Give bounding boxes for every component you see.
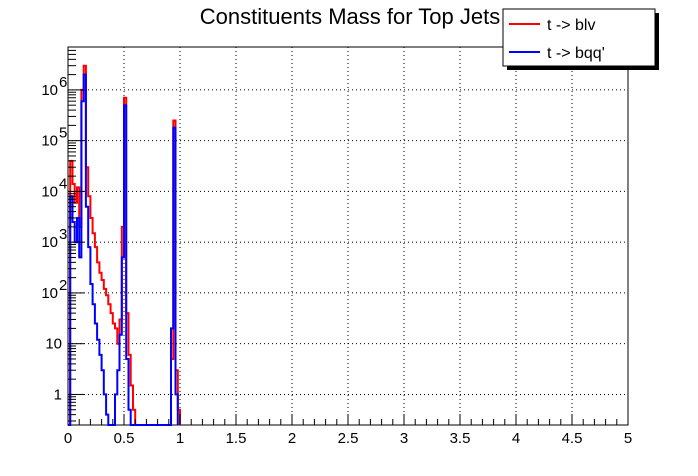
y-tick-label: 10 bbox=[41, 285, 58, 302]
x-tick-label: 2.5 bbox=[338, 430, 359, 447]
x-tick-label: 0.5 bbox=[114, 430, 135, 447]
grid-lines bbox=[68, 47, 628, 425]
y-tick-label: 1 bbox=[54, 386, 62, 403]
series-layer bbox=[68, 64, 181, 426]
y-tick-label: 10 bbox=[41, 234, 58, 251]
y-tick-exponent: 2 bbox=[59, 277, 67, 294]
x-tick-label: 0 bbox=[64, 430, 72, 447]
y-tick-exponent: 6 bbox=[59, 74, 67, 91]
x-tick-label: 3 bbox=[400, 430, 408, 447]
y-tick-exponent: 4 bbox=[59, 175, 67, 192]
x-tick-label: 4 bbox=[512, 430, 520, 447]
y-tick-exponent: 3 bbox=[59, 226, 67, 243]
x-tick-label: 1.5 bbox=[226, 430, 247, 447]
x-tick-label: 2 bbox=[288, 430, 296, 447]
y-tick-label: 10 bbox=[41, 82, 58, 99]
x-tick-label: 4.5 bbox=[562, 430, 583, 447]
x-tick-label: 3.5 bbox=[450, 430, 471, 447]
legend: t -> blv t -> bqq' bbox=[502, 8, 659, 70]
series-line-1 bbox=[68, 73, 179, 426]
chart-title: Constituents Mass for Top Jets bbox=[200, 4, 500, 29]
y-tick-label: 10 bbox=[41, 183, 58, 200]
legend-box bbox=[502, 8, 656, 67]
legend-label-1: t -> bqq' bbox=[547, 45, 605, 62]
y-tick-exponent: 5 bbox=[59, 125, 67, 142]
x-tick-label: 5 bbox=[624, 430, 632, 447]
y-tick-label: 10 bbox=[41, 133, 58, 150]
legend-label-0: t -> blv bbox=[547, 17, 595, 34]
x-tick-label: 1 bbox=[176, 430, 184, 447]
y-tick-label: 10 bbox=[45, 336, 62, 353]
